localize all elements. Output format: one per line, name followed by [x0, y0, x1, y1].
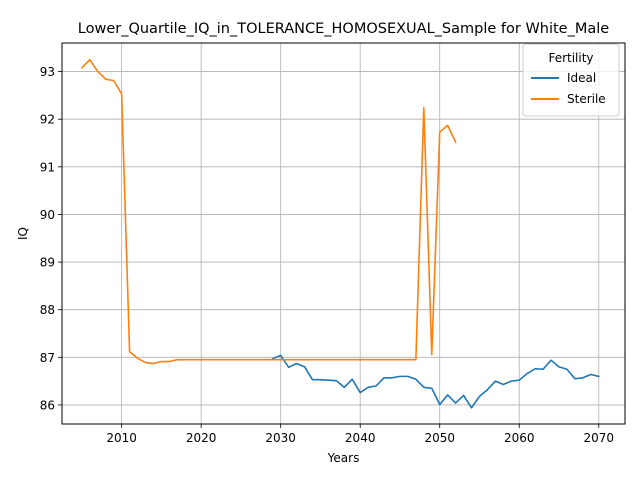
y-tick-label: 92 — [40, 113, 55, 127]
x-tick-label: 2050 — [424, 431, 455, 445]
y-tick-label: 88 — [40, 303, 55, 317]
y-tick-label: 87 — [40, 351, 55, 365]
y-tick-label: 91 — [40, 160, 55, 174]
plot-frame — [61, 42, 626, 425]
x-tick-label: 2030 — [265, 431, 296, 445]
chart-title: Lower_Quartile_IQ_in_TOLERANCE_HOMOSEXUA… — [78, 21, 610, 37]
y-tick-label: 90 — [40, 208, 55, 222]
series-layer — [80, 58, 600, 409]
y-axis: 86 87 88 89 90 91 92 93 — [40, 65, 62, 412]
x-tick-label: 2040 — [345, 431, 376, 445]
x-tick-label: 2060 — [504, 431, 535, 445]
legend-title: Fertility — [548, 51, 593, 65]
y-axis-label: IQ — [16, 227, 30, 240]
x-axis: 2010 2020 2030 2040 2050 2060 2070 — [106, 424, 614, 445]
series-line-sterile — [80, 58, 457, 365]
y-tick-label: 86 — [40, 398, 55, 412]
x-tick-label: 2010 — [106, 431, 137, 445]
legend: Fertility Ideal Sterile — [522, 43, 620, 117]
x-axis-label: Years — [327, 451, 360, 465]
x-tick-label: 2020 — [186, 431, 217, 445]
x-tick-label: 2070 — [583, 431, 614, 445]
legend-label-sterile: Sterile — [567, 92, 606, 106]
grid — [62, 43, 625, 424]
series-line-ideal — [271, 354, 600, 409]
y-tick-label: 89 — [40, 256, 55, 270]
legend-label-ideal: Ideal — [567, 71, 596, 85]
y-tick-label: 93 — [40, 65, 55, 79]
